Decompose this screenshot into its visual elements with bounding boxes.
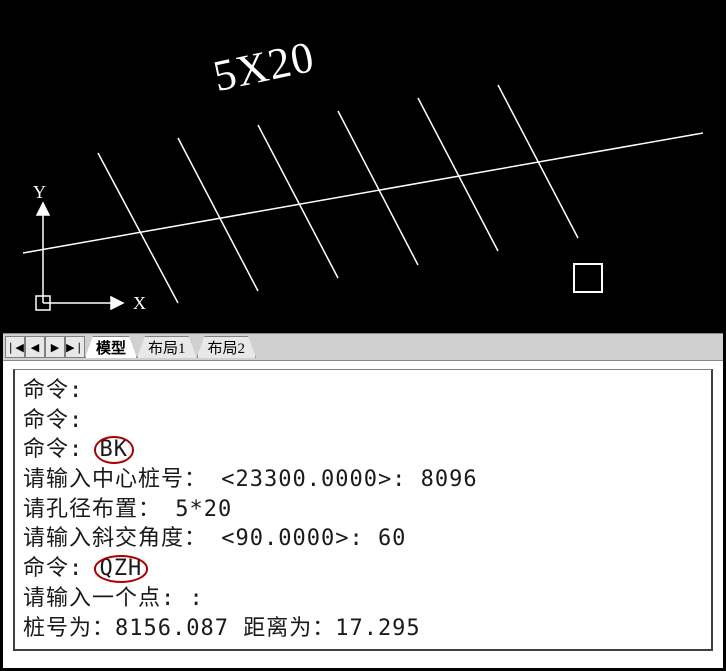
drawing-line <box>338 111 418 265</box>
command-line: 命令: <box>23 406 703 436</box>
command-line: 请输入一个点: : <box>23 584 703 614</box>
tab-nav-first[interactable]: ❘◀ <box>5 336 25 358</box>
command-line: 命令: BK <box>23 435 703 465</box>
tab-nav-last[interactable]: ▶❘ <box>65 336 85 358</box>
command-line: 请输入斜交角度： <90.0000>: 60 <box>23 524 703 554</box>
drawing-canvas: X Y <box>3 3 723 333</box>
command-window[interactable]: 命令:命令:命令: BK请输入中心桩号： <23300.0000>: 8096请… <box>13 369 713 651</box>
command-line: 请孔径布置： 5*20 <box>23 495 703 525</box>
command-text: 请孔径布置： 5*20 <box>23 497 232 522</box>
command-line: 请输入中心桩号： <23300.0000>: 8096 <box>23 465 703 495</box>
layout-tabbar: ❘◀ ◀ ▶ ▶❘ 模型布局1布局2 <box>3 333 723 361</box>
command-text: 请输入中心桩号： <23300.0000>: 8096 <box>23 467 478 492</box>
tab-1[interactable]: 布局1 <box>137 336 197 358</box>
command-line: 命令: QZH <box>23 554 703 584</box>
command-text: 请输入斜交角度： <90.0000>: 60 <box>23 526 406 551</box>
command-text: 命令: <box>23 408 83 433</box>
command-text: 请输入一个点: : <box>23 586 204 611</box>
tab-0[interactable]: 模型 <box>85 336 137 358</box>
drawing-line <box>258 125 338 278</box>
command-text: 命令: <box>23 556 83 581</box>
ucs-x-label: X <box>133 293 146 313</box>
drawing-line <box>178 138 258 291</box>
command-line: 桩号为：8156.087 距离为：17.295 <box>23 614 703 644</box>
command-text: 桩号为：8156.087 距离为：17.295 <box>23 616 421 641</box>
command-text: 命令: <box>23 378 83 403</box>
crosshair-cursor <box>573 263 603 293</box>
ucs-icon <box>36 203 123 310</box>
tab-nav-next[interactable]: ▶ <box>45 336 65 358</box>
tab-2[interactable]: 布局2 <box>197 336 257 358</box>
command-text: 命令: <box>23 437 83 462</box>
command-line: 命令: <box>23 376 703 406</box>
drawing-line <box>418 98 498 251</box>
tab-nav-prev[interactable]: ◀ <box>25 336 45 358</box>
ucs-y-label: Y <box>33 182 46 202</box>
drawing-viewport[interactable]: X Y 5X20 <box>3 3 723 333</box>
command-highlight: BK <box>98 435 131 465</box>
drawing-line <box>23 133 703 253</box>
command-highlight: QZH <box>98 554 145 584</box>
drawing-line <box>498 85 578 238</box>
